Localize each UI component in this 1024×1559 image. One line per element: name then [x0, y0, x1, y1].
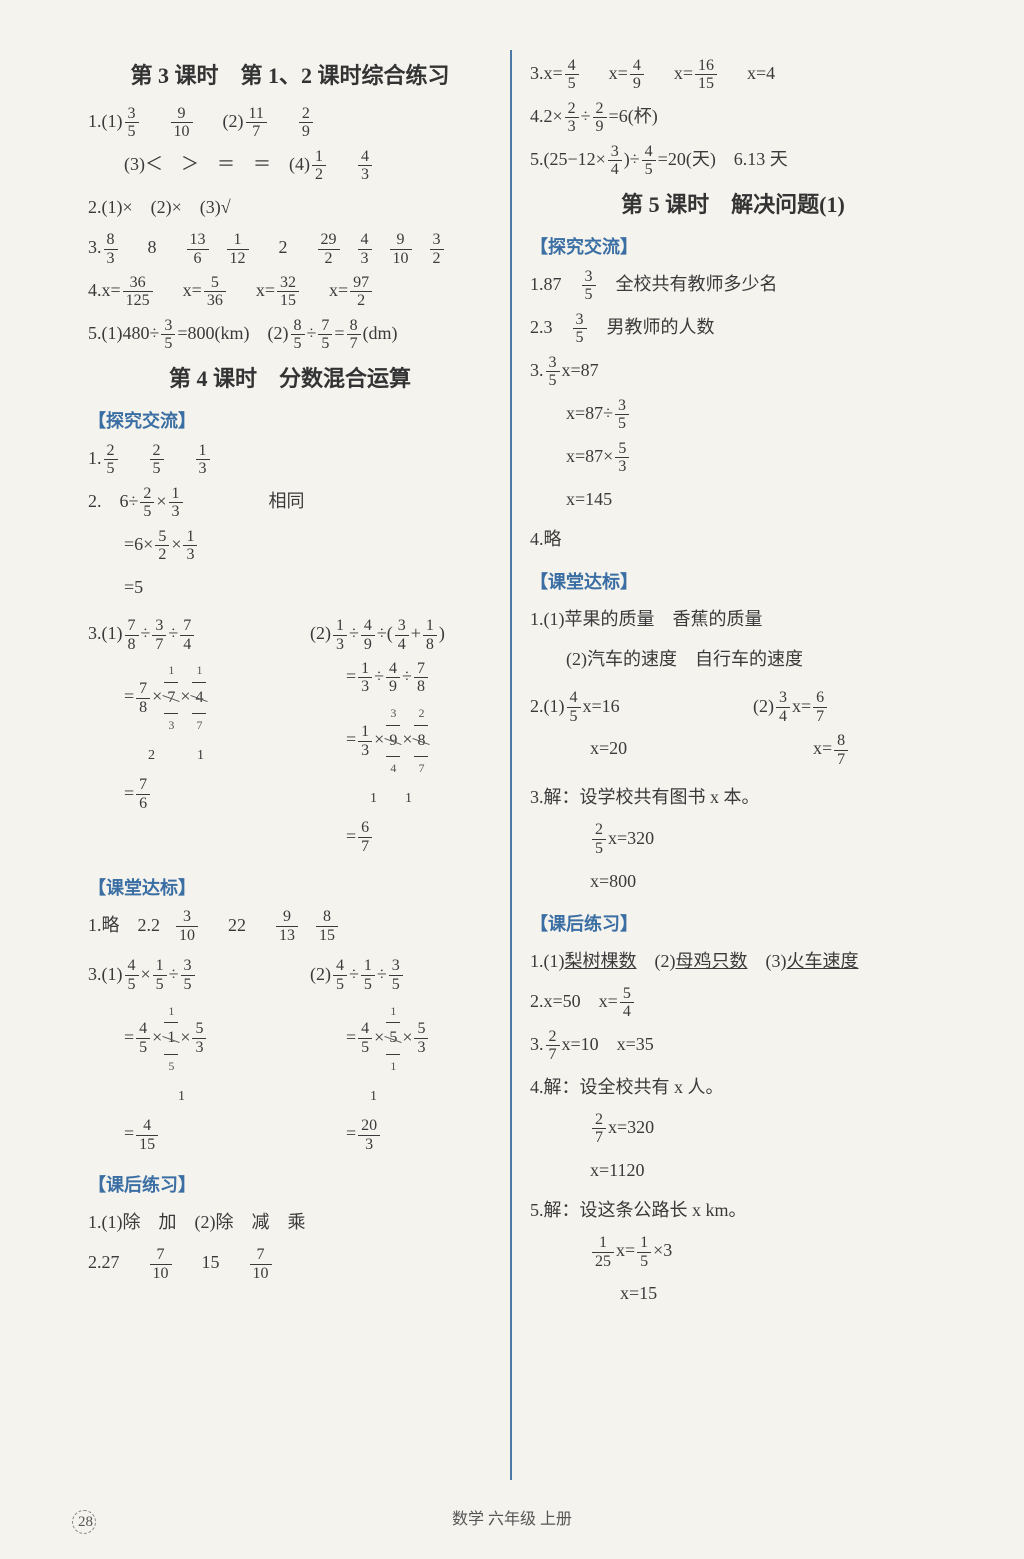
- r3: 5.(25−12×34)÷45=20(天) 6.13 天: [530, 142, 936, 179]
- h1: 1.(1)除 加 (2)除 减 乘: [88, 1205, 492, 1239]
- f3: 3.27x=10 x=35: [530, 1027, 936, 1064]
- sect-after: 【课后练习】: [88, 1171, 492, 1197]
- q1-3: (3)＜ ＞ ＝ ＝ (4)1243: [88, 147, 492, 184]
- r2: 4.2×23÷29=6(杯): [530, 99, 936, 136]
- h2: 2.2771015710: [88, 1245, 492, 1282]
- q2: 2.(1)× (2)× (3)√: [88, 190, 492, 224]
- q1-1: 1.(1)35910(2)11729: [88, 104, 492, 141]
- p2a: 2. 6÷25×13相同: [88, 484, 492, 521]
- footer: 数学 六年级 上册: [0, 1505, 1024, 1529]
- right-column: 3.x=45x=49x=1615x=4 4.2×23÷29=6(杯) 5.(25…: [512, 50, 954, 1480]
- p2d: =5: [88, 570, 492, 604]
- e5: x=87×53: [530, 439, 936, 476]
- d3b: 25x=320: [530, 821, 936, 858]
- d1: 1.(1)苹果的质量 香蕉的质量: [530, 602, 936, 636]
- f4: 4.解：设全校共有 x 人。: [530, 1070, 936, 1104]
- f5b: 125x=15×3: [530, 1233, 936, 1270]
- r-sect2: 【课堂达标】: [530, 568, 936, 594]
- f4c: x=1120: [530, 1153, 936, 1187]
- p2c: =6×52×13: [88, 527, 492, 564]
- q5: 5.(1)480÷35=800(km) (2)85÷75=87(dm): [88, 316, 492, 353]
- f1: 1.(1)梨树棵数 (2)母鸡只数 (3)火车速度: [530, 944, 936, 978]
- lesson5-title: 第 5 课时 解决问题(1): [530, 187, 936, 219]
- sect-explore: 【探究交流】: [88, 407, 492, 433]
- r-sect3: 【课后练习】: [530, 910, 936, 936]
- e7: 4.略: [530, 522, 936, 556]
- e1: 1.87 35 全校共有教师多少名: [530, 267, 936, 304]
- r-sect1: 【探究交流】: [530, 233, 936, 259]
- f5d: x=15: [530, 1276, 936, 1310]
- page-number: 28: [78, 1514, 93, 1531]
- d1b: (2)汽车的速度 自行车的速度: [530, 642, 936, 676]
- d3: 3.解：设学校共有图书 x 本。: [530, 780, 936, 814]
- lesson3-title: 第 3 课时 第 1、2 课时综合练习: [88, 58, 492, 90]
- f4b: 27x=320: [530, 1110, 936, 1147]
- e4: x=87÷35: [530, 396, 936, 433]
- left-column: 第 3 课时 第 1、2 课时综合练习 1.(1)35910(2)11729 (…: [70, 50, 512, 1480]
- q3: 3.83813611222924391032: [88, 230, 492, 267]
- e3: 3.35x=87: [530, 353, 936, 390]
- page: 第 3 课时 第 1、2 课时综合练习 1.(1)35910(2)11729 (…: [70, 50, 954, 1480]
- d3c: x=800: [530, 864, 936, 898]
- r1: 3.x=45x=49x=1615x=4: [530, 56, 936, 93]
- sect-class: 【课堂达标】: [88, 874, 492, 900]
- q4: 4.x=36125x=536x=3215x=972: [88, 273, 492, 310]
- f2: 2.x=50 x=54: [530, 984, 936, 1021]
- c1: 1.略 2.231022913815: [88, 908, 492, 945]
- lesson4-title: 第 4 课时 分数混合运算: [88, 361, 492, 393]
- p3: 3.(1)78÷37÷74 =78×173×147 2 1 =76 (2)13÷…: [88, 610, 492, 861]
- e2: 2.3 35 男教师的人数: [530, 310, 936, 347]
- d2: 2.(1)45x=16 x=20 (2)34x=67 x=87: [530, 683, 936, 775]
- c2: 3.(1)45×15÷35 =45×115×53 1 =415 (2)45÷15…: [88, 951, 492, 1160]
- f5: 5.解：设这条公路长 x km。: [530, 1193, 936, 1227]
- e6: x=145: [530, 482, 936, 516]
- p1: 1.252513: [88, 441, 492, 478]
